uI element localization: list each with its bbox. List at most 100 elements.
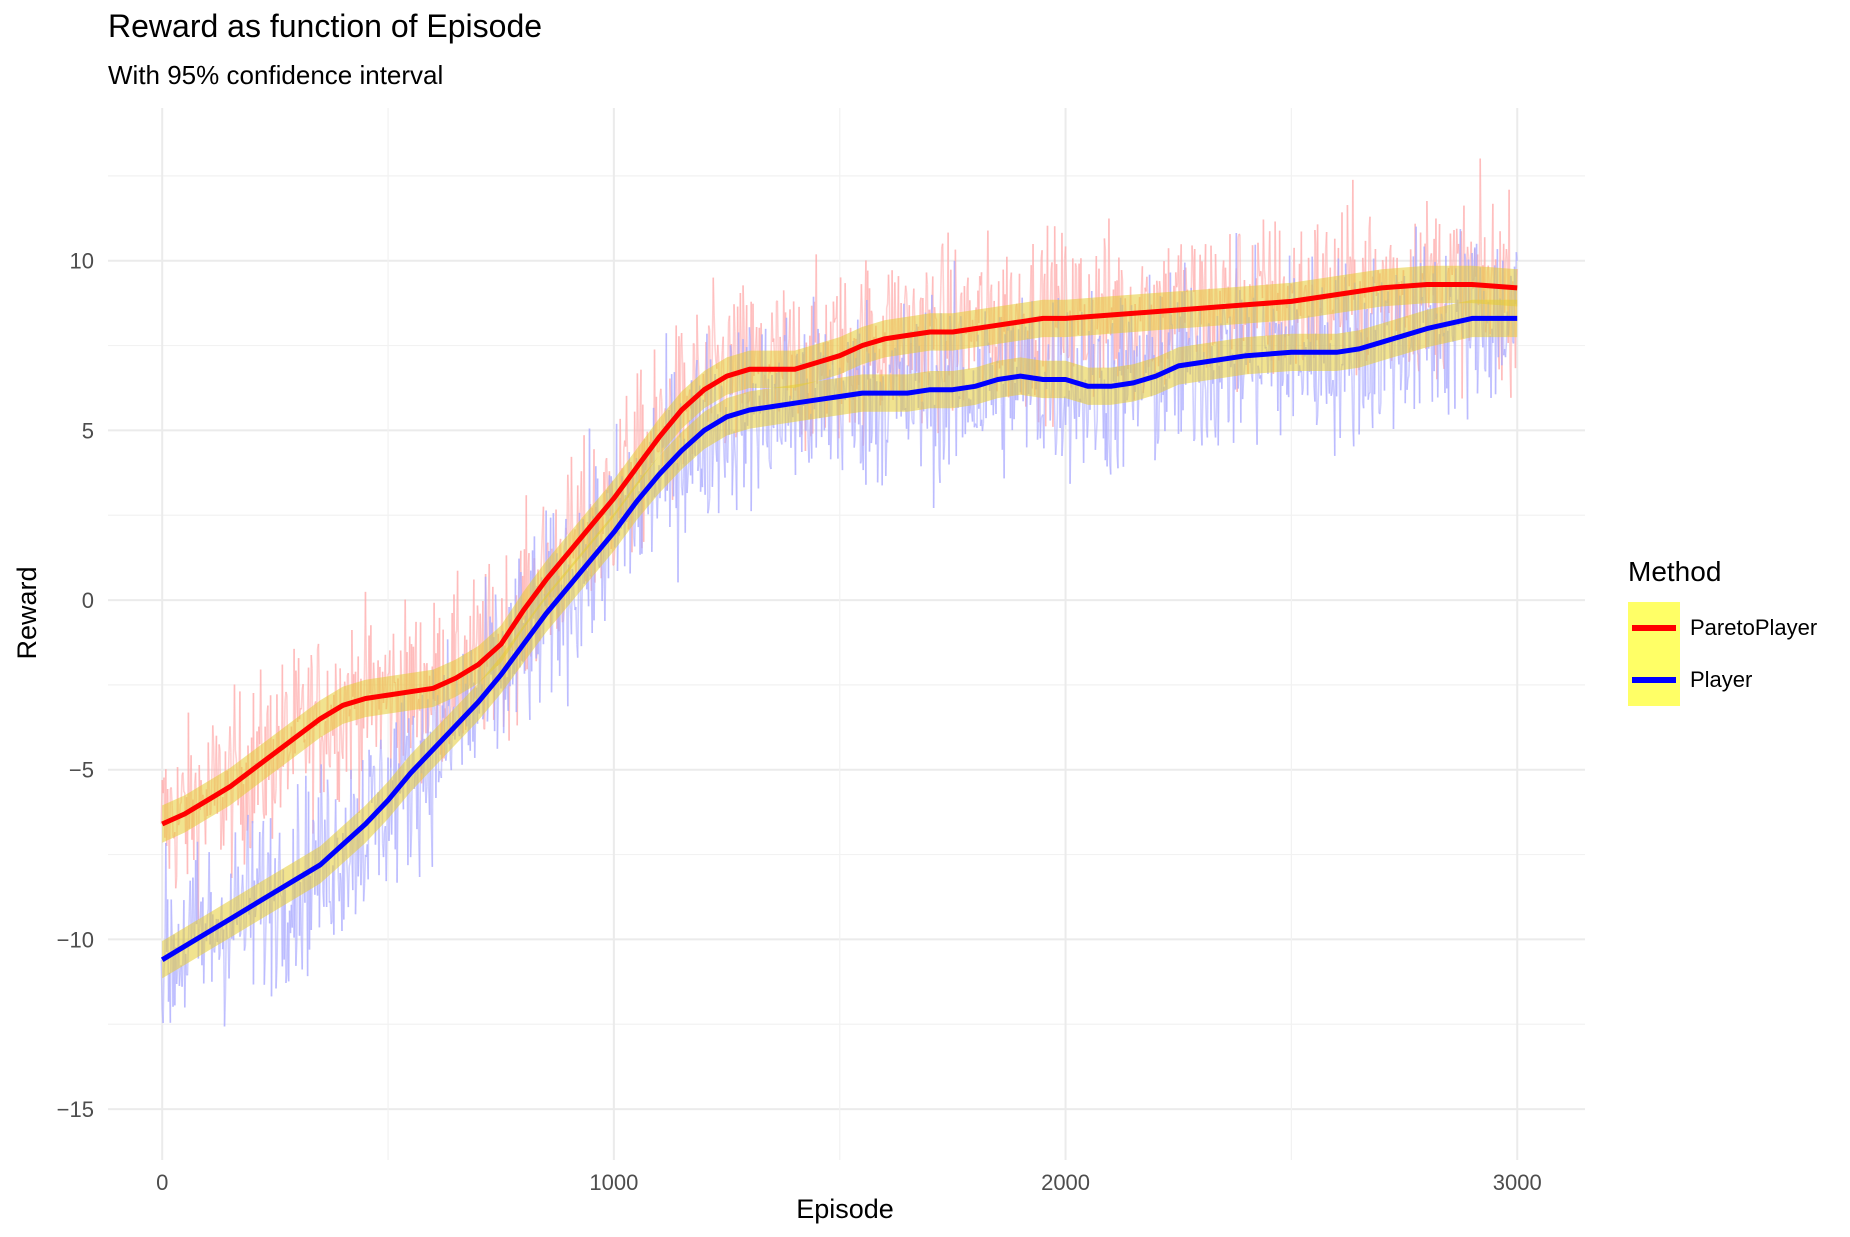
raw-segment: [1094, 434, 1098, 450]
raw-segment: [1137, 396, 1140, 427]
raw-segment: [1332, 380, 1335, 395]
raw-segment: [1201, 261, 1204, 286]
raw-segment: [371, 765, 375, 778]
raw-segment: [1214, 253, 1218, 286]
raw-segment: [1192, 386, 1195, 441]
raw-segment: [1100, 293, 1104, 296]
raw-segment: [355, 723, 359, 726]
raw-segment: [776, 300, 780, 357]
raw-segment: [1108, 439, 1111, 465]
raw-segment: [360, 854, 363, 886]
raw-segment: [540, 527, 544, 554]
raw-segment: [1046, 225, 1050, 360]
raw-segment: [1466, 246, 1470, 258]
raw-segment: [476, 605, 480, 620]
raw-segment: [234, 750, 238, 759]
raw-segment: [1036, 423, 1040, 440]
raw-segment: [733, 304, 736, 332]
raw-segment: [342, 860, 346, 920]
raw-segment: [605, 458, 609, 494]
raw-segment: [1069, 424, 1072, 484]
raw-segment: [711, 455, 715, 487]
raw-segment: [839, 414, 843, 437]
legend-item-paretoplayer: ParetoPlayer: [1628, 602, 1817, 654]
raw-segment: [714, 347, 717, 362]
raw-segment: [388, 816, 391, 841]
legend-key-player: [1628, 654, 1680, 706]
raw-segment: [1361, 257, 1365, 273]
legend-label-paretoplayer: ParetoPlayer: [1690, 615, 1818, 640]
tick-label-layer: −15 −10 −5 0 5 10 0 1000 2000 3000: [57, 249, 1542, 1195]
raw-segment: [886, 411, 890, 443]
y-tick-label: −5: [69, 758, 94, 783]
raw-segment: [178, 972, 182, 986]
raw-segment: [327, 734, 331, 766]
raw-segment: [340, 726, 343, 752]
raw-segment: [1206, 324, 1210, 438]
raw-segment: [860, 284, 864, 314]
raw-segment: [876, 433, 880, 483]
raw-segment: [779, 435, 782, 442]
raw-segment: [217, 744, 220, 779]
raw-segment: [1086, 423, 1089, 438]
raw-segment: [243, 824, 247, 865]
raw-segment: [396, 798, 399, 883]
raw-segment: [681, 478, 685, 496]
raw-segment: [257, 877, 260, 885]
y-axis-title: Reward: [12, 566, 42, 659]
raw-segment: [1049, 396, 1052, 421]
raw-segment: [692, 342, 695, 345]
raw-segment: [829, 424, 833, 460]
raw-segment: [580, 584, 584, 647]
legend-title: Method: [1628, 556, 1722, 587]
raw-segment: [570, 456, 574, 520]
raw-segment: [286, 757, 290, 790]
raw-segment: [1406, 378, 1409, 390]
raw-segment: [697, 353, 700, 375]
raw-segment: [625, 395, 629, 455]
raw-segment: [218, 954, 221, 960]
raw-segment: [455, 630, 458, 634]
x-tick-label: 3000: [1493, 1170, 1542, 1195]
raw-segment: [981, 423, 985, 432]
raw-segment: [1449, 233, 1453, 267]
raw-segment: [1062, 411, 1065, 440]
raw-segment: [1464, 253, 1467, 263]
raw-segment: [241, 874, 245, 896]
raw-segment: [264, 918, 267, 958]
raw-segment: [1203, 379, 1207, 390]
raw-segment: [707, 325, 711, 331]
raw-segment: [1504, 342, 1508, 358]
raw-segment: [222, 803, 226, 846]
raw-segment: [947, 232, 950, 376]
raw-segment: [321, 735, 324, 743]
chart-title: Reward as function of Episode: [108, 8, 543, 44]
raw-segment: [1437, 261, 1440, 265]
raw-segment: [220, 824, 223, 850]
raw-segment: [1256, 365, 1259, 445]
raw-segment: [207, 742, 210, 787]
raw-segment: [604, 563, 607, 621]
raw-segment: [1241, 379, 1245, 400]
raw-segment: [229, 726, 232, 753]
raw-segment: [1057, 285, 1061, 296]
raw-segment: [748, 327, 752, 339]
raw-segment: [484, 576, 488, 640]
raw-segment: [1156, 438, 1160, 444]
raw-segment: [1095, 420, 1098, 435]
raw-segment: [713, 315, 716, 348]
raw-segment: [218, 744, 221, 752]
raw-segment: [228, 936, 231, 979]
raw-segment: [844, 283, 847, 342]
raw-segment: [348, 862, 351, 867]
raw-segment: [885, 303, 889, 308]
raw-segment: [358, 745, 361, 814]
raw-segment: [1085, 354, 1089, 360]
x-tick-label: 1000: [589, 1170, 638, 1195]
raw-segment: [1151, 337, 1154, 360]
raw-segment: [739, 293, 743, 353]
raw-segment: [575, 607, 578, 645]
raw-segment: [1275, 322, 1278, 331]
line-paretoplayer: [161, 282, 1518, 827]
